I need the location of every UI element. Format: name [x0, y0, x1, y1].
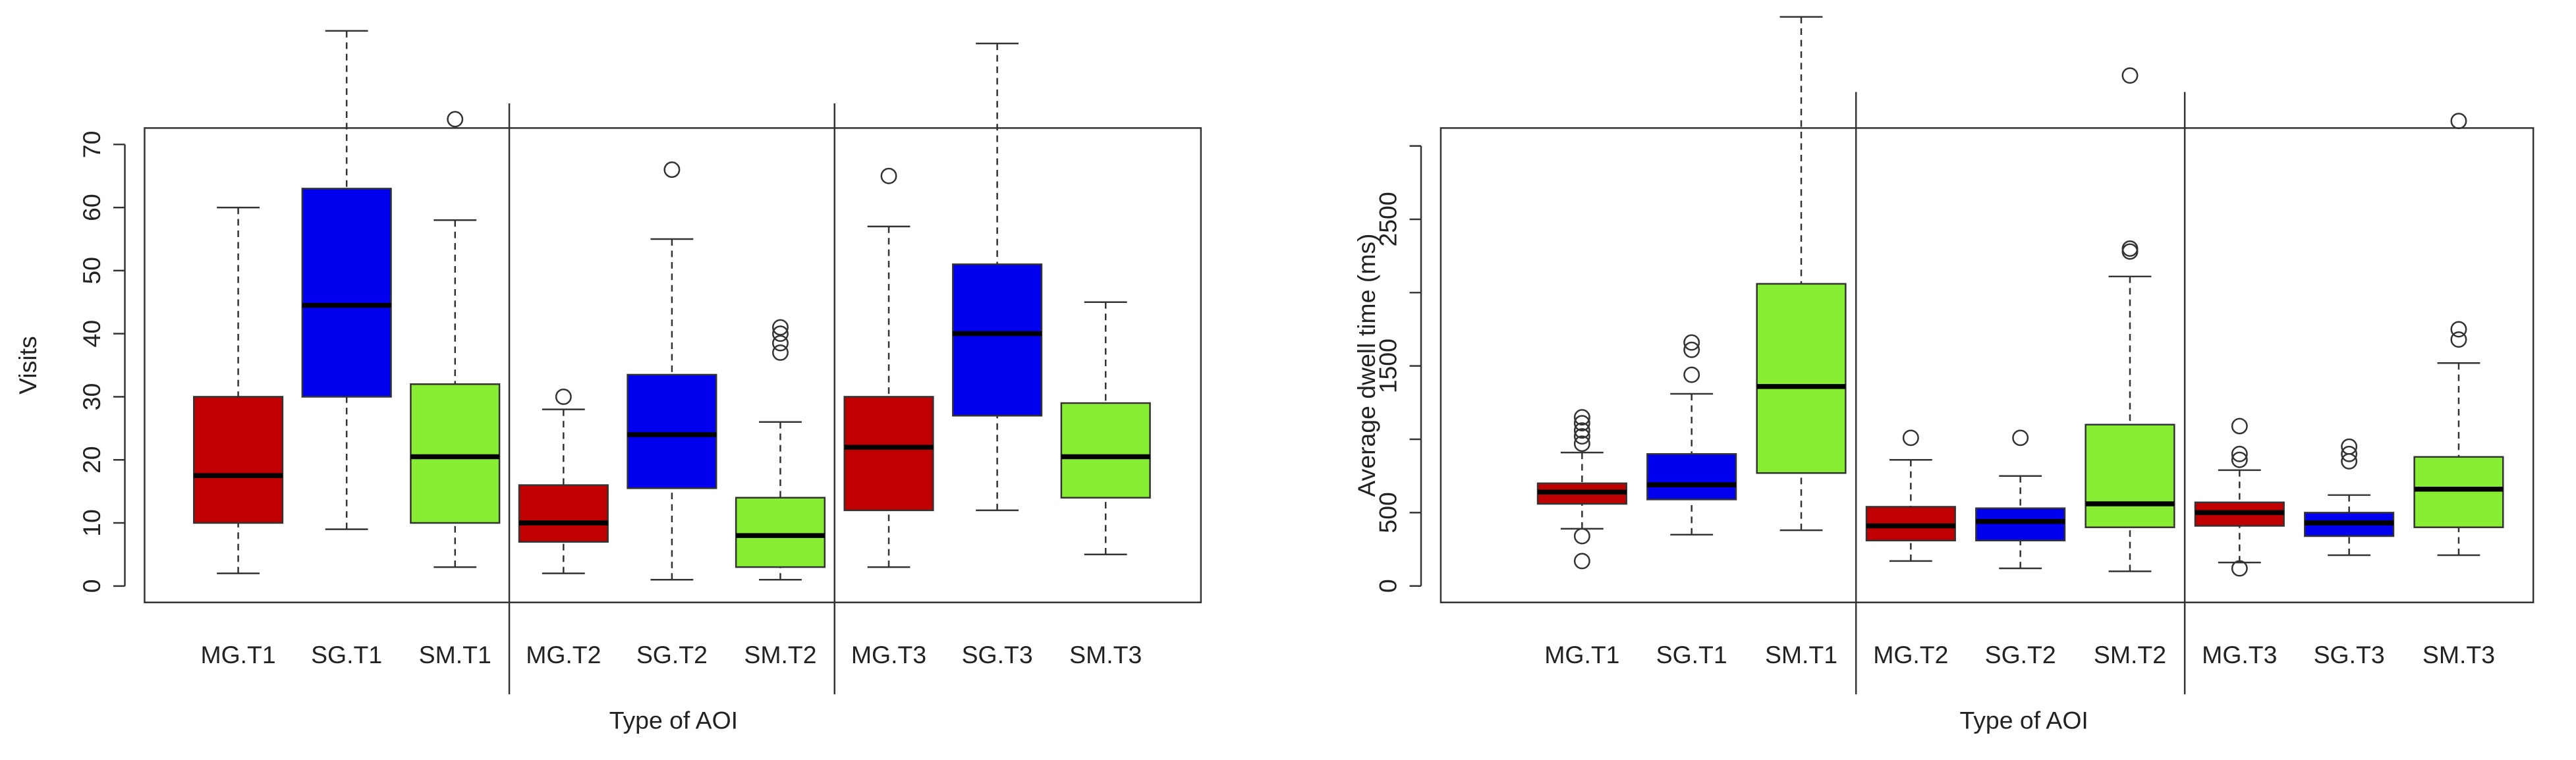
y-tick-label: 2500 — [1374, 192, 1401, 246]
x-tick-label: SM.T3 — [1069, 641, 1142, 668]
outlier — [772, 335, 789, 352]
outlier — [1902, 429, 1919, 447]
x-tick-label: SM.T1 — [1765, 641, 1837, 668]
y-tick-label: 70 — [78, 131, 105, 159]
x-tick-label: MG.T1 — [1544, 641, 1619, 668]
box — [1646, 453, 1737, 501]
y-axis-label: Average dwell time (ms) — [1353, 234, 1380, 497]
outlier — [2231, 451, 2248, 468]
y-tick-label: 0 — [1374, 579, 1401, 593]
x-tick-label: SM.T2 — [744, 641, 816, 668]
x-tick-label: MG.T1 — [200, 641, 275, 668]
y-tick-label: 50 — [78, 257, 105, 285]
outlier — [2121, 67, 2139, 84]
x-tick-label: SG.T1 — [1656, 641, 1727, 668]
outlier — [2341, 445, 2358, 462]
outlier — [2341, 438, 2358, 455]
outlier — [447, 111, 464, 128]
outlier — [2450, 113, 2467, 130]
y-tick-label: 500 — [1374, 492, 1401, 533]
y-tick-label: 60 — [78, 194, 105, 221]
box — [1975, 507, 2066, 541]
x-tick-label: SM.T2 — [2094, 641, 2166, 668]
y-tick-label: 40 — [78, 320, 105, 348]
outlier — [2450, 321, 2467, 338]
outlier — [2012, 429, 2029, 447]
outlier — [1573, 528, 1590, 545]
box — [843, 396, 934, 512]
box — [627, 373, 717, 489]
outlier — [1683, 366, 1700, 383]
box — [410, 383, 501, 524]
outlier — [2231, 418, 2248, 435]
x-tick-label: MG.T3 — [851, 641, 926, 668]
box — [301, 188, 392, 398]
outlier — [772, 319, 789, 336]
outlier — [663, 161, 681, 178]
outlier — [772, 344, 789, 361]
outlier — [1573, 553, 1590, 570]
x-tick-label: MG.T3 — [2202, 641, 2277, 668]
x-tick-label: SG.T2 — [1985, 641, 2056, 668]
x-axis-label: Type of AOI — [609, 707, 738, 734]
x-tick-label: SG.T3 — [962, 641, 1033, 668]
box — [1060, 402, 1151, 499]
y-tick-label: 10 — [78, 509, 105, 537]
box — [2413, 456, 2504, 528]
x-tick-label: SG.T2 — [636, 641, 708, 668]
outlier — [1683, 341, 1700, 358]
outlier — [772, 325, 789, 342]
box — [735, 497, 826, 568]
x-tick-label: SM.T1 — [419, 641, 491, 668]
y-tick-label: 20 — [78, 446, 105, 474]
outlier — [2231, 445, 2248, 462]
outlier — [1683, 334, 1700, 351]
outlier — [1573, 428, 1590, 445]
x-tick-label: MG.T2 — [526, 641, 601, 668]
box — [518, 484, 609, 543]
outlier — [1573, 409, 1590, 426]
x-tick-label: SG.T1 — [311, 641, 382, 668]
outlier — [1573, 415, 1590, 432]
x-tick-label: MG.T2 — [1873, 641, 1948, 668]
y-tick-label: 30 — [78, 383, 105, 411]
box — [1756, 283, 1847, 474]
box — [2085, 423, 2175, 528]
plot-frame — [1440, 127, 2534, 603]
outlier — [2121, 240, 2139, 257]
x-tick-label: SM.T3 — [2422, 641, 2495, 668]
outlier — [1573, 422, 1590, 439]
x-axis-label: Type of AOI — [1959, 707, 2088, 734]
y-axis-label: Visits — [14, 336, 42, 394]
outlier — [555, 388, 572, 405]
plot-frame — [144, 127, 1202, 603]
outlier — [880, 167, 897, 184]
outlier — [1573, 435, 1590, 452]
box — [193, 396, 284, 524]
box — [952, 263, 1043, 417]
y-tick-label: 1500 — [1374, 339, 1401, 393]
y-tick-label: 0 — [78, 579, 105, 593]
outlier — [2231, 560, 2248, 577]
outlier — [2450, 331, 2467, 348]
x-tick-label: SG.T3 — [2314, 641, 2385, 668]
